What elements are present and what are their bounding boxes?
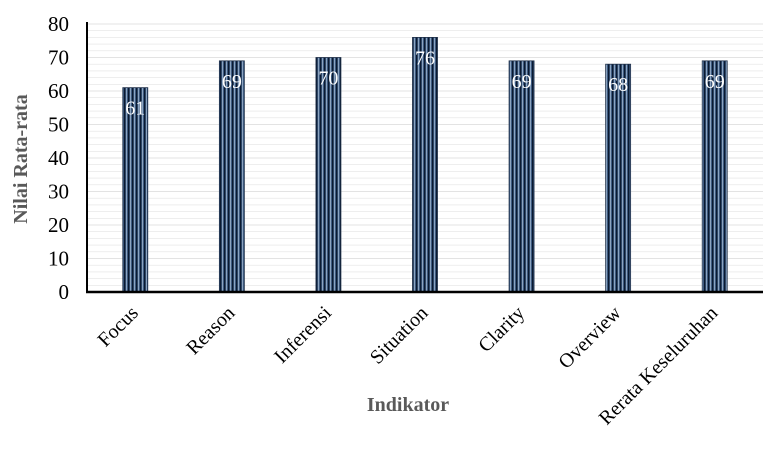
data-label: 69: [705, 71, 725, 93]
data-label: 70: [318, 68, 338, 90]
data-labels: 61 69 70 76 69 68 69: [125, 47, 724, 119]
bar: [701, 60, 728, 293]
y-tick-label: 20: [48, 213, 69, 237]
y-tick-label: 60: [48, 79, 69, 103]
bar: [218, 60, 245, 293]
bar: [412, 37, 438, 293]
bar: [508, 60, 535, 293]
y-tick-label: 10: [48, 247, 69, 271]
data-label: 69: [222, 71, 242, 93]
y-tick-label: 40: [48, 146, 69, 170]
x-category-label: Reason: [182, 302, 239, 359]
y-tick-label: 30: [48, 180, 69, 204]
x-category-label: Situation: [366, 302, 433, 369]
y-tick-label: 0: [59, 280, 70, 304]
bars: [122, 37, 728, 293]
axes: [86, 22, 763, 294]
bar: [315, 57, 342, 293]
x-axis-title: Indikator: [367, 394, 449, 416]
x-category-label: Inferensi: [270, 302, 336, 368]
data-label: 68: [608, 74, 628, 96]
bar: [605, 63, 632, 293]
y-axis-ticks: 0 10 20 30 40 50 60 70 80: [48, 12, 69, 304]
y-tick-label: 80: [48, 12, 69, 36]
data-label: 76: [415, 47, 435, 69]
y-axis-title: Nilai Rata-rata: [10, 94, 32, 223]
x-category-label: Focus: [93, 302, 142, 351]
y-tick-label: 50: [48, 113, 69, 137]
x-category-label: Clarity: [474, 302, 529, 357]
x-category-label: Overview: [554, 302, 626, 374]
y-tick-label: 70: [48, 46, 69, 70]
data-label: 69: [512, 71, 532, 93]
data-label: 61: [125, 98, 145, 120]
